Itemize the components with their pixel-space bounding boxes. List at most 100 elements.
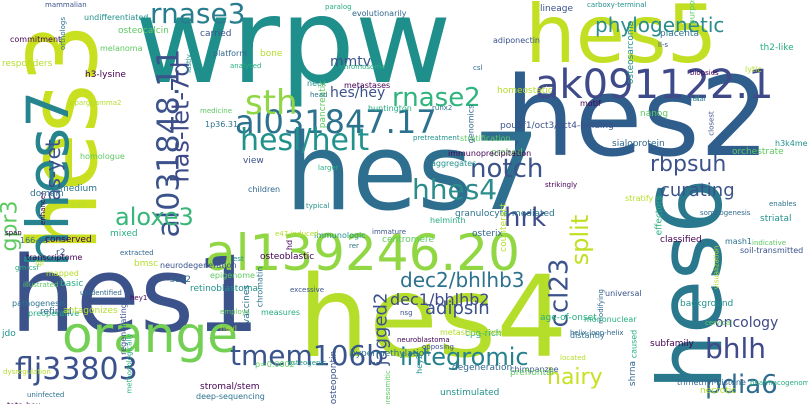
cloud-word-small: uninfected [27, 391, 65, 399]
cloud-word-small: evolutionarily [352, 9, 407, 18]
cloud-word-small: somitogenesis [700, 209, 751, 217]
cloud-word-small: pancreatic [318, 80, 329, 129]
cloud-word: hes/hey [330, 85, 386, 101]
cloud-word-small: stromal/stem [200, 382, 260, 392]
cloud-word: hesl/helt [240, 123, 370, 158]
cloud-word: rnase3 [150, 0, 246, 30]
cloud-word-small: mammalian [45, 1, 87, 9]
cloud-word-small: cpg-rich [465, 329, 502, 339]
cloud-word-small: deep-sequencing [196, 392, 265, 401]
cloud-word-small: r2 [56, 248, 66, 258]
cloud-word-small: responders [2, 59, 53, 69]
cloud-word-small: strikingly [545, 181, 578, 189]
cloud-word-small: homologue [80, 152, 125, 161]
cloud-word-small: chromatin [255, 266, 265, 308]
cloud-word-small: nsg [400, 309, 413, 317]
cloud-word-small: striatal [760, 214, 792, 224]
cloud-word-small: homeostatic [497, 86, 553, 96]
cloud-word-small: jdo [2, 329, 16, 339]
cloud-word-small: pharmacogenomic [750, 379, 808, 387]
cloud-word-small: est [233, 255, 244, 263]
cloud-word-small: orthologs [58, 17, 67, 50]
cloud-word-small: lastly [184, 54, 193, 73]
cloud-word-small: chromosome [340, 63, 386, 71]
cloud-word-small: dysregulation [3, 368, 51, 376]
cloud-word: rbpsuh [650, 152, 727, 177]
cloud-word-small: hey1 [130, 294, 148, 302]
cloud-word-small: aggregates [431, 159, 477, 168]
cloud-word-small: pou5f1/oct3/oct4-binding [500, 121, 614, 131]
cloud-word-small: probed [491, 148, 523, 158]
cloud-word: al139246.20 [205, 224, 520, 282]
cloud-word-small: illustrated [23, 281, 59, 289]
cloud-word: split [566, 214, 595, 266]
cloud-word-small: domain [30, 189, 64, 199]
cloud-word-small: sialoprotein [612, 139, 665, 149]
cloud-word-small: conserved [45, 235, 92, 245]
cloud-word-small: osterix [472, 229, 503, 239]
cloud-word: integromic [400, 343, 529, 371]
cloud-word-small: excessive [290, 286, 325, 294]
cloud-word-small: enables [769, 200, 797, 208]
cloud-word-small: orchestrate [732, 147, 784, 157]
cloud-word: tmem106b [230, 339, 384, 372]
cloud-word-small: caused [629, 329, 639, 359]
cloud-word-small: h3k4me3 [775, 139, 808, 148]
cloud-word-small: presomitic [383, 370, 392, 404]
cloud-word-small: ll-s [658, 41, 669, 49]
cloud-word-small: span [5, 229, 22, 237]
cloud-word-small: gm-csf [15, 264, 39, 272]
cloud-word-small: carboxy-terminal [587, 1, 647, 9]
cloud-word-small: degeneration [452, 363, 513, 373]
cloud-word-small: stratify [625, 194, 654, 203]
cloud-word-small: retinoblastoma [190, 284, 259, 294]
cloud-word-small: refined [40, 307, 72, 317]
cloud-word: aloxe3 [115, 203, 194, 231]
cloud-word-small: purpose [687, 0, 697, 25]
cloud-word-small: effectors [654, 195, 665, 236]
cloud-word-small: p=0.0002 [255, 360, 295, 369]
cloud-word-small: view [243, 156, 264, 166]
cloud-word-small: transcriptome [26, 253, 83, 262]
cloud-word: hes5 [525, 0, 718, 81]
cloud-word-small: immunoprecipitation [448, 149, 532, 158]
cloud-word-small: neck [307, 79, 327, 88]
cloud-word-small: runx2 [432, 104, 453, 112]
cloud-word-small: granulocyte-mediated [455, 209, 555, 219]
cloud-word-small: lytic [745, 65, 762, 74]
cloud-word-small: bmsc [134, 259, 159, 269]
cloud-word: oncology [715, 315, 779, 331]
cloud-word-small: preoperative [28, 309, 80, 318]
cloud-word-small: unidentified [80, 289, 122, 297]
cloud-word-small: closest [707, 111, 716, 136]
cloud-word-small: rer [349, 242, 359, 250]
cloud-word-small: th2-like [760, 43, 794, 53]
cloud-word: pdia6 [705, 370, 778, 400]
cloud-word-small: platform [213, 49, 247, 58]
cloud-word-small: classified [660, 235, 702, 245]
cloud-word: hes2 [505, 53, 770, 181]
cloud-word-small: stratification [460, 134, 511, 143]
cloud-word: dec1/bhlhb2 [390, 290, 490, 309]
cloud-word: al031847.17 [235, 103, 437, 141]
cloud-word: ak091122.1 [535, 62, 774, 108]
cloud-word: hes1 [10, 234, 261, 356]
cloud-word-small: universal [605, 289, 642, 298]
cloud-word-small: cervical [705, 319, 733, 327]
cloud-word-small: pathogenesis [12, 299, 66, 308]
cloud-word-small: typical [306, 202, 330, 210]
cloud-word-small: 1p36.31 [205, 120, 239, 129]
cloud-word-small: trimethyl-histone [677, 378, 746, 387]
cloud-word-small: shrna [628, 360, 639, 387]
cloud-word-small: helix-loop-helix [570, 329, 624, 337]
cloud-word-small: visualization [712, 245, 721, 290]
cloud-word-small: medium [60, 184, 97, 194]
cloud-word-small: opposing [422, 343, 454, 351]
cloud-word: hhes4 [412, 173, 498, 206]
cloud-word-small: nanog [640, 109, 669, 119]
cloud-word-small: sox2 [170, 275, 191, 285]
cloud-word-small: prefrontal [510, 368, 555, 378]
cloud-word-small: hypermethylation [350, 349, 430, 359]
cloud-word-small: epigenome [210, 271, 255, 280]
